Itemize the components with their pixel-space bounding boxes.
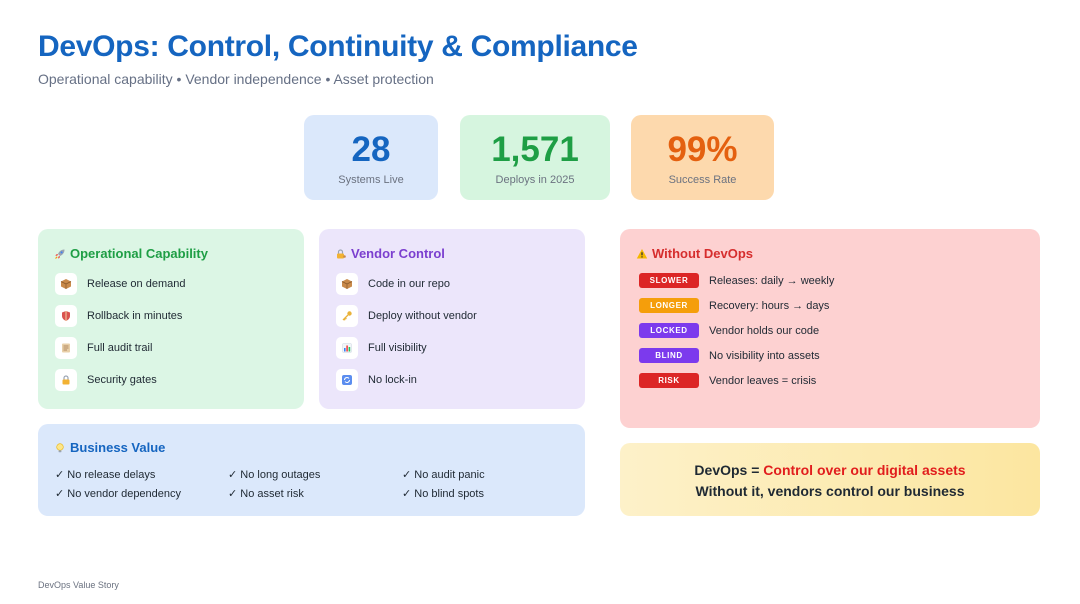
risk-row: LOCKED Vendor holds our code bbox=[639, 323, 819, 338]
lock-icon bbox=[55, 369, 77, 391]
stat-label: Deploys in 2025 bbox=[495, 174, 575, 186]
operational-capability-heading: Operational Capability bbox=[54, 246, 208, 261]
status-badge: SLOWER bbox=[639, 273, 699, 288]
stat-success-rate: 99% Success Rate bbox=[631, 115, 774, 200]
benefit-item: ✓ No release delays bbox=[55, 469, 156, 481]
without-devops-heading: Without DevOps bbox=[636, 246, 753, 261]
status-badge: RISK bbox=[639, 373, 699, 388]
list-item: Code in our repo bbox=[336, 273, 450, 295]
page-subtitle: Operational capability • Vendor independ… bbox=[38, 71, 434, 87]
list-item: Deploy without vendor bbox=[336, 305, 477, 327]
callout-line-2: Without it, vendors control our business bbox=[695, 483, 965, 499]
package-icon bbox=[336, 273, 358, 295]
status-badge: BLIND bbox=[639, 348, 699, 363]
benefit-item: ✓ No asset risk bbox=[228, 488, 304, 500]
risk-text: Releases: daily → weekly bbox=[709, 274, 835, 287]
risk-text: Vendor leaves = crisis bbox=[709, 374, 817, 387]
item-label: Code in our repo bbox=[368, 278, 450, 290]
devops-callout: DevOps = Control over our digital assets… bbox=[620, 443, 1040, 516]
page-title: DevOps: Control, Continuity & Compliance bbox=[38, 30, 638, 63]
key-icon bbox=[336, 305, 358, 327]
list-item: Security gates bbox=[55, 369, 157, 391]
vendor-control-card: Vendor Control Code in our repo Deploy w… bbox=[319, 229, 585, 409]
list-item: Rollback in minutes bbox=[55, 305, 182, 327]
risk-row: LONGER Recovery: hours → days bbox=[639, 298, 829, 313]
operational-capability-card: Operational Capability Release on demand… bbox=[38, 229, 304, 409]
lock-key-icon bbox=[335, 248, 347, 260]
vendor-control-heading: Vendor Control bbox=[335, 246, 445, 261]
card-title: Vendor Control bbox=[351, 246, 445, 261]
status-badge: LONGER bbox=[639, 298, 699, 313]
risk-text: No visibility into assets bbox=[709, 349, 820, 362]
item-label: Security gates bbox=[87, 374, 157, 386]
stat-value: 28 bbox=[351, 130, 391, 169]
warning-icon bbox=[636, 248, 648, 260]
callout-line-1: DevOps = Control over our digital assets bbox=[620, 462, 1040, 478]
risk-row: SLOWER Releases: daily → weekly bbox=[639, 273, 834, 288]
risk-row: RISK Vendor leaves = crisis bbox=[639, 373, 816, 388]
stat-value: 1,571 bbox=[491, 130, 579, 169]
item-label: Full visibility bbox=[368, 342, 427, 354]
shield-icon bbox=[55, 305, 77, 327]
risk-text: Vendor holds our code bbox=[709, 324, 820, 337]
item-label: Release on demand bbox=[87, 278, 186, 290]
footer-text: DevOps Value Story bbox=[38, 580, 119, 590]
item-label: Deploy without vendor bbox=[368, 310, 477, 322]
risk-row: BLIND No visibility into assets bbox=[639, 348, 820, 363]
stat-value: 99% bbox=[667, 130, 738, 169]
list-item: Release on demand bbox=[55, 273, 185, 295]
list-item: Full visibility bbox=[336, 337, 427, 359]
package-icon bbox=[55, 273, 77, 295]
item-label: Full audit trail bbox=[87, 342, 153, 354]
benefit-item: ✓ No long outages bbox=[228, 469, 321, 481]
callout-highlight: Control over our digital assets bbox=[763, 462, 966, 478]
stat-label: Systems Live bbox=[338, 174, 404, 186]
list-item: Full audit trail bbox=[55, 337, 152, 359]
benefit-item: ✓ No blind spots bbox=[402, 488, 484, 500]
lightbulb-icon bbox=[54, 442, 66, 454]
status-badge: LOCKED bbox=[639, 323, 699, 338]
card-title: Without DevOps bbox=[652, 246, 753, 261]
without-devops-card: Without DevOps SLOWER Releases: daily → … bbox=[620, 229, 1040, 428]
refresh-icon bbox=[336, 369, 358, 391]
list-item: No lock-in bbox=[336, 369, 417, 391]
callout-prefix: DevOps = bbox=[694, 462, 764, 478]
card-title: Operational Capability bbox=[70, 246, 208, 261]
business-value-heading: Business Value bbox=[54, 440, 165, 455]
item-label: No lock-in bbox=[368, 374, 417, 386]
stat-deploys: 1,571 Deploys in 2025 bbox=[460, 115, 610, 200]
stat-systems-live: 28 Systems Live bbox=[304, 115, 438, 200]
rocket-icon bbox=[54, 248, 66, 260]
business-value-card: Business Value ✓ No release delays ✓ No … bbox=[38, 424, 585, 516]
ledger-icon bbox=[55, 337, 77, 359]
item-label: Rollback in minutes bbox=[87, 310, 183, 322]
benefit-item: ✓ No audit panic bbox=[402, 469, 485, 481]
risk-text: Recovery: hours → days bbox=[709, 299, 830, 312]
card-title: Business Value bbox=[70, 440, 166, 455]
benefit-item: ✓ No vendor dependency bbox=[55, 488, 182, 500]
bar-chart-icon bbox=[336, 337, 358, 359]
stat-label: Success Rate bbox=[668, 174, 737, 186]
